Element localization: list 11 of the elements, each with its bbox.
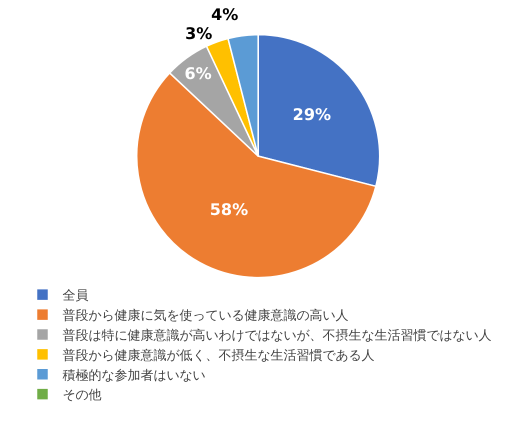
legend-label: 普段から健康に気を使っている健康意識の高い人 [62,308,348,324]
legend-label: 積極的な参加者はいない [62,368,206,384]
legend-label: 全員 [62,288,88,304]
data-label: 3% [185,24,212,43]
legend-label: その他 [62,388,102,404]
legend-label: 普段から健康意識が低く、不摂生な生活習慣である人 [62,347,374,364]
data-label: 6% [184,64,212,83]
legend-label: 普段は特に健康意識が高いわけではないが、不摂生な生活習慣ではない人 [62,328,492,344]
data-label: 58% [210,200,248,219]
data-label: 29% [292,105,331,124]
data-label: 4% [211,4,238,24]
